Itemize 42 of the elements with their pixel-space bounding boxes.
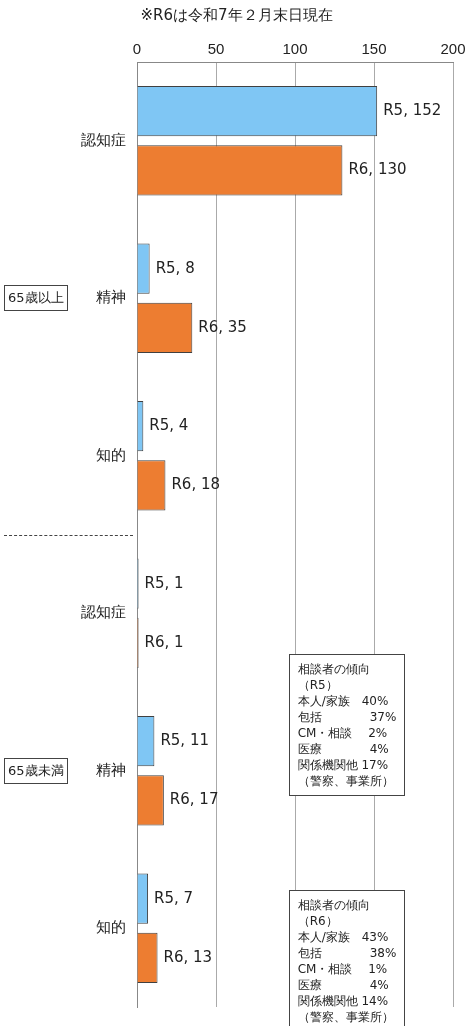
x-tick-label: 150 [361, 40, 387, 58]
annotation: 相談者の傾向 [297, 897, 371, 914]
y-tick-label: 精神 [96, 288, 126, 306]
annotation: 医療 4% [297, 977, 390, 994]
text: （警察、事業所） [297, 1009, 395, 1026]
data-label: R6, 35 [198, 317, 247, 336]
data-label: R5, 7 [154, 888, 194, 907]
x-tick-label: 100 [282, 40, 308, 58]
annotation: 医療 4% [297, 741, 390, 758]
data-label: R5, 8 [155, 258, 195, 277]
data-label: R6, 1 [144, 632, 184, 651]
annotation: 関係機関他 17% [297, 757, 390, 774]
annotation: 本人/家族 43% [297, 929, 390, 946]
data-label: R5, 11 [160, 731, 209, 750]
annotation: 相談者の傾向 [297, 661, 371, 678]
annotation: 関係機関他 14% [297, 993, 390, 1010]
data-label: R5, 4 [149, 416, 189, 435]
annotation: 包括 38% [297, 945, 397, 962]
data-label: R6, 13 [163, 947, 213, 966]
y-tick-label: 精神 [96, 760, 126, 778]
data-label: R6, 130 [348, 160, 407, 179]
text: 65歳以上 [4, 285, 68, 312]
x-tick-label: 200 [440, 40, 466, 58]
annotation: （警察、事業所） [297, 773, 395, 790]
annotation: CM・相談 1% [297, 961, 389, 978]
y-tick-label: 認知症 [81, 603, 126, 621]
x-tick-label: 0 [132, 40, 142, 58]
text: 65歳未満 [4, 757, 68, 784]
y-tick-label: 認知症 [81, 130, 126, 148]
annotation: （R5） [297, 677, 339, 694]
annotation: 本人/家族 40% [297, 693, 390, 710]
x-tick-label: 50 [207, 40, 225, 58]
annotation: （R6） [297, 913, 339, 930]
y-tick-label: 知的 [96, 445, 126, 463]
y-tick-label: 知的 [96, 918, 126, 936]
annotation: 包括 37% [297, 709, 397, 726]
annotation: CM・相談 2% [297, 725, 389, 742]
data-label: R5, 152 [383, 101, 442, 120]
data-label: R5, 1 [144, 573, 184, 592]
data-label: R6, 18 [171, 475, 221, 494]
text: ※R6は令和7年２月末日現在 [139, 6, 334, 25]
data-label: R6, 17 [169, 790, 219, 809]
